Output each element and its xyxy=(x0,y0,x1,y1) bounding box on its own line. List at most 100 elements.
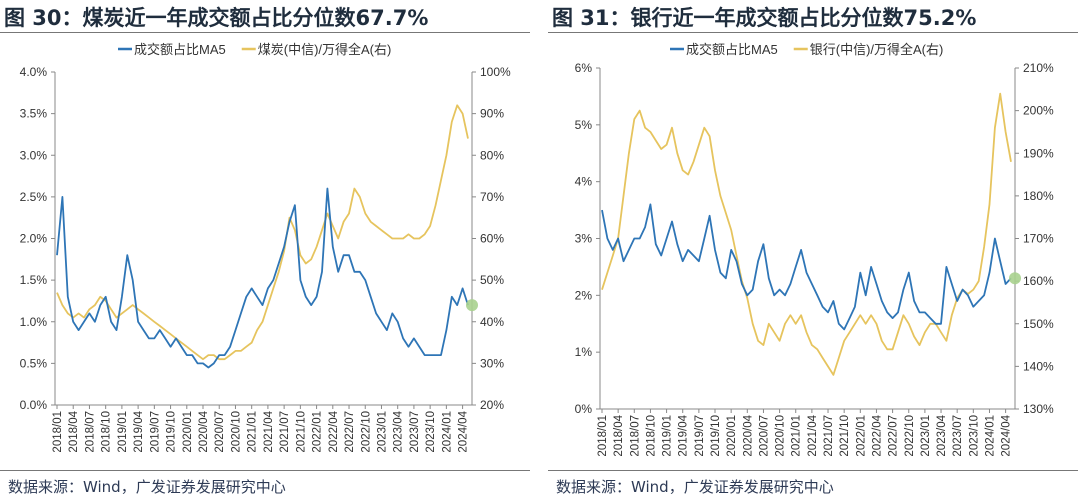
x-tick-label: 2021/01 xyxy=(247,411,259,453)
chart-title: 图 31：银行近一年成交额占比分位数75.2% xyxy=(552,6,977,30)
y-tick-label-left: 4.0% xyxy=(20,65,48,79)
x-tick-label: 2023/01 xyxy=(920,415,932,457)
x-tick-label: 2021/07 xyxy=(279,411,291,453)
x-tick-label: 2018/10 xyxy=(101,411,113,453)
y-tick-label-right: 80% xyxy=(480,148,504,162)
y-tick-label-left: 0% xyxy=(575,402,593,416)
y-tick-label-left: 2.0% xyxy=(20,232,48,246)
source-note: 数据来源：Wind，广发证券发展研究中心 xyxy=(556,478,834,496)
x-tick-label: 2019/07 xyxy=(149,411,161,453)
x-tick-label: 2020/07 xyxy=(758,415,770,457)
x-tick-label: 2022/07 xyxy=(888,415,900,457)
y-tick-label-left: 6% xyxy=(575,61,593,75)
x-tick-label: 2023/07 xyxy=(409,411,421,453)
x-tick-label: 2018/07 xyxy=(84,411,96,453)
x-tick-label: 2018/10 xyxy=(645,415,657,457)
x-tick-label: 2023/07 xyxy=(952,415,964,457)
x-tick-label: 2022/04 xyxy=(871,414,883,456)
y-tick-label-right: 90% xyxy=(480,107,504,121)
divider xyxy=(548,470,1078,471)
x-tick-label: 2020/10 xyxy=(775,415,787,457)
y-tick-label-right: 140% xyxy=(1023,359,1054,373)
y-tick-label-left: 3.0% xyxy=(20,148,48,162)
x-tick-label: 2023/10 xyxy=(968,415,980,457)
y-tick-label-left: 0.0% xyxy=(20,398,48,412)
x-tick-label: 2018/07 xyxy=(629,415,641,457)
x-tick-label: 2020/04 xyxy=(742,414,754,456)
x-tick-label: 2024/04 xyxy=(458,410,470,452)
x-tick-label: 2020/01 xyxy=(182,411,194,453)
x-tick-label: 2021/04 xyxy=(263,410,275,452)
divider xyxy=(0,470,530,471)
y-tick-label-right: 210% xyxy=(1023,61,1054,75)
x-tick-label: 2022/01 xyxy=(855,415,867,457)
y-tick-label-right: 40% xyxy=(480,315,504,329)
y-tick-label-left: 3% xyxy=(575,232,593,246)
y-tick-label-right: 130% xyxy=(1023,402,1054,416)
x-tick-label: 2022/01 xyxy=(312,411,324,453)
legend-label: 成交额占比MA5 xyxy=(134,42,226,57)
panel-bank: 图 31：银行近一年成交额占比分位数75.2% 成交额占比MA5 银行(中信)/万… xyxy=(548,0,1078,502)
x-tick-label: 2024/01 xyxy=(984,415,996,457)
y-tick-label-left: 1.0% xyxy=(20,315,48,329)
y-tick-label-right: 180% xyxy=(1023,189,1054,203)
y-tick-label-left: 2% xyxy=(575,288,593,302)
bank-chart: 成交额占比MA5 银行(中信)/万得全A(右) 0% 1% 2% 3% 4% 5% 6% 130%… xyxy=(575,42,1054,457)
series-line-share-ma5 xyxy=(601,203,1012,331)
x-tick-label: 2024/04 xyxy=(1001,414,1013,456)
x-tick-label: 2020/07 xyxy=(214,411,226,453)
x-tick-label: 2018/04 xyxy=(68,410,80,452)
y-tick-label-right: 70% xyxy=(480,190,504,204)
series-line-relative-index xyxy=(601,92,1012,376)
chart-title: 图 30：煤炭近一年成交额占比分位数67.7% xyxy=(4,6,429,30)
y-tick-label-left: 5% xyxy=(575,118,593,132)
y-tick-label-right: 150% xyxy=(1023,317,1054,331)
x-tick-label: 2019/07 xyxy=(694,415,706,457)
latest-point-marker xyxy=(466,299,478,312)
x-tick-label: 2023/04 xyxy=(936,414,948,456)
divider xyxy=(548,32,1078,33)
y-tick-label-right: 50% xyxy=(480,273,504,287)
x-tick-label: 2022/07 xyxy=(344,411,356,453)
x-tick-label: 2018/01 xyxy=(597,415,609,457)
x-tick-label: 2024/01 xyxy=(441,411,453,453)
y-tick-label-right: 170% xyxy=(1023,232,1054,246)
y-tick-label-right: 200% xyxy=(1023,104,1054,118)
x-tick-label: 2022/10 xyxy=(360,411,372,453)
y-tick-label-right: 60% xyxy=(480,232,504,246)
x-tick-label: 2021/07 xyxy=(823,415,835,457)
x-tick-label: 2020/04 xyxy=(198,410,210,452)
x-tick-label: 2021/01 xyxy=(791,415,803,457)
legend-label: 煤炭(中信)/万得全A(右) xyxy=(258,42,392,57)
y-tick-label-left: 2.5% xyxy=(20,190,48,204)
y-tick-label-left: 1.5% xyxy=(20,273,48,287)
legend-label: 银行(中信)/万得全A(右) xyxy=(810,42,944,57)
series-line-share-ma5 xyxy=(56,187,469,369)
x-tick-label: 2018/04 xyxy=(613,414,625,456)
x-tick-label: 2021/10 xyxy=(839,415,851,457)
x-tick-label: 2023/10 xyxy=(425,411,437,453)
y-tick-label-right: 100% xyxy=(480,65,511,79)
y-tick-label-left: 0.5% xyxy=(20,356,48,370)
x-tick-label: 2023/01 xyxy=(376,411,388,453)
source-note: 数据来源：Wind，广发证券发展研究中心 xyxy=(8,478,286,496)
x-tick-label: 2020/10 xyxy=(230,411,242,453)
y-tick-label-left: 1% xyxy=(575,345,593,359)
x-tick-label: 2019/04 xyxy=(133,410,145,452)
y-tick-label-right: 160% xyxy=(1023,274,1054,288)
x-tick-label: 2019/10 xyxy=(710,415,722,457)
panel-coal: 图 30：煤炭近一年成交额占比分位数67.7% 成交额占比MA5 煤炭(中信)/万… xyxy=(0,0,530,502)
x-tick-label: 2022/04 xyxy=(328,410,340,452)
x-tick-label: 2021/04 xyxy=(807,414,819,456)
legend-label: 成交额占比MA5 xyxy=(686,42,778,57)
x-tick-label: 2019/10 xyxy=(166,411,178,453)
x-tick-label: 2020/01 xyxy=(726,415,738,457)
y-tick-label-right: 20% xyxy=(480,398,504,412)
x-tick-label: 2019/04 xyxy=(678,414,690,456)
x-tick-label: 2021/10 xyxy=(295,411,307,453)
x-tick-label: 2022/10 xyxy=(904,415,916,457)
x-tick-label: 2019/01 xyxy=(662,415,674,457)
latest-point-marker xyxy=(1009,272,1021,285)
series-line-relative-index xyxy=(56,104,469,361)
x-tick-label: 2019/01 xyxy=(117,411,129,453)
